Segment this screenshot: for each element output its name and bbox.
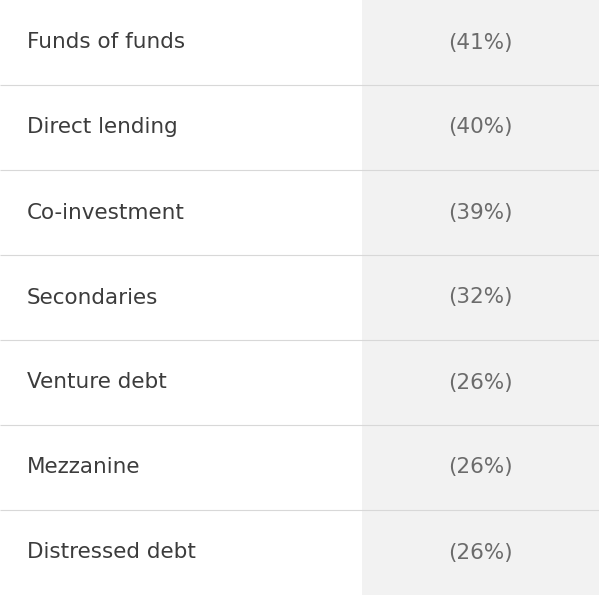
Text: Venture debt: Venture debt: [27, 372, 167, 393]
Text: (26%): (26%): [449, 458, 513, 478]
Bar: [362, 425, 599, 510]
Text: (26%): (26%): [449, 372, 513, 393]
Text: Co-investment: Co-investment: [27, 202, 185, 223]
Bar: [362, 85, 599, 170]
Text: (39%): (39%): [449, 202, 513, 223]
Bar: [0, 510, 362, 595]
Bar: [0, 0, 362, 85]
Bar: [362, 510, 599, 595]
Text: Funds of funds: Funds of funds: [27, 33, 185, 52]
Bar: [362, 0, 599, 85]
Bar: [0, 85, 362, 170]
Bar: [362, 255, 599, 340]
Bar: [362, 340, 599, 425]
Bar: [0, 255, 362, 340]
Bar: [362, 170, 599, 255]
Bar: [0, 425, 362, 510]
Bar: [0, 170, 362, 255]
Text: Distressed debt: Distressed debt: [27, 543, 196, 562]
Text: Direct lending: Direct lending: [27, 117, 178, 137]
Text: (26%): (26%): [449, 543, 513, 562]
Text: (40%): (40%): [449, 117, 513, 137]
Text: (32%): (32%): [449, 287, 513, 308]
Text: (41%): (41%): [449, 33, 513, 52]
Text: Mezzanine: Mezzanine: [27, 458, 140, 478]
Bar: [0, 340, 362, 425]
Text: Secondaries: Secondaries: [27, 287, 158, 308]
